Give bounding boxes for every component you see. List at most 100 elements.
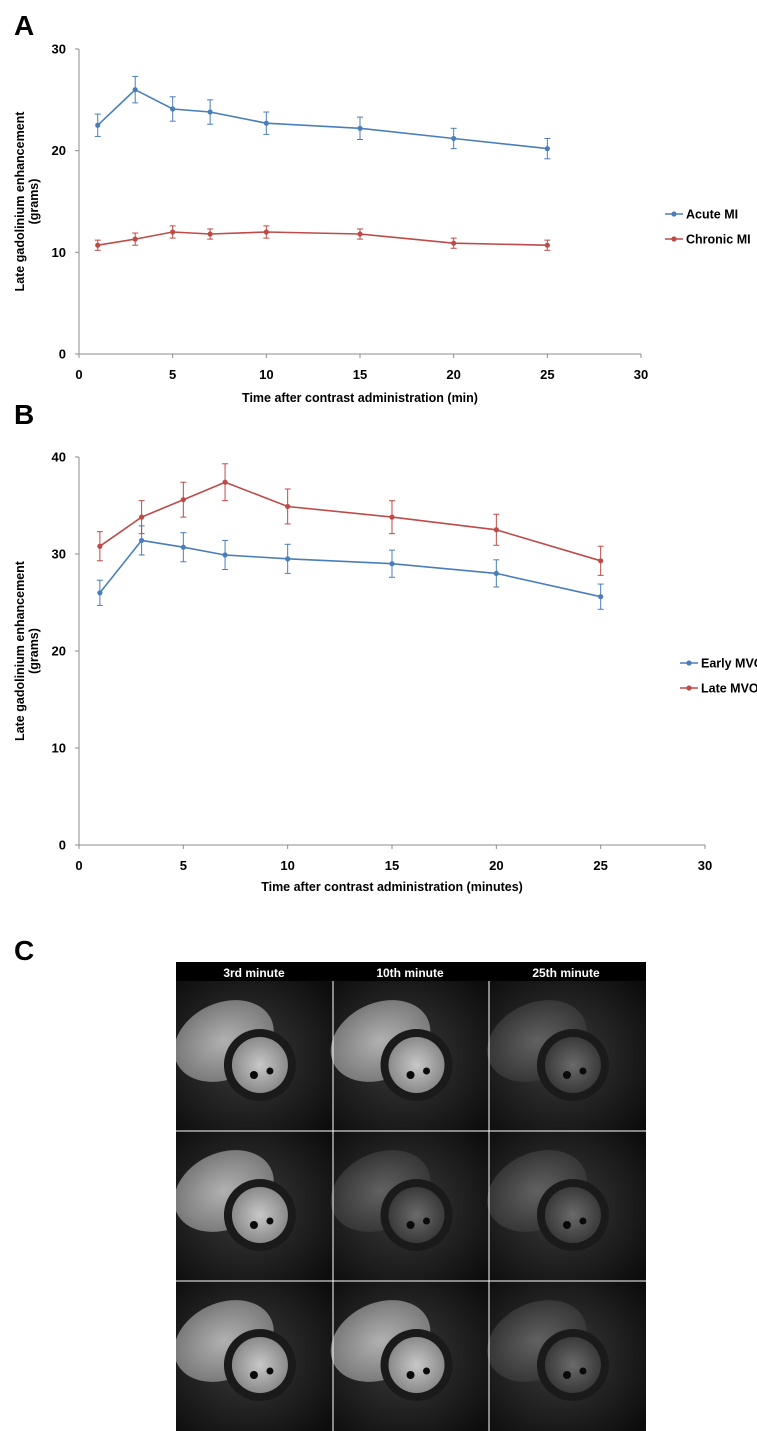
- data-point: [285, 503, 291, 510]
- papillary-muscle-shape: [406, 1221, 415, 1229]
- data-point: [493, 527, 499, 533]
- data-point: [598, 594, 604, 600]
- papillary-muscle-shape: [406, 1071, 415, 1079]
- y-axis-label-line-2: (grams): [27, 628, 41, 674]
- mri-image-cell: [330, 1281, 489, 1431]
- data-point: [285, 556, 291, 562]
- legend-swatch-marker: [671, 211, 677, 217]
- x-tick-label: 25: [593, 858, 607, 873]
- papillary-muscle-shape: [423, 1367, 431, 1375]
- data-point: [95, 122, 101, 128]
- legend-swatch-marker: [686, 660, 692, 666]
- legend-label: Early MVO: [701, 657, 757, 671]
- y-axis-label-line-1: Late gadolinium enhancement: [13, 560, 27, 741]
- y-tick-label: 20: [52, 143, 66, 158]
- data-point: [357, 125, 363, 131]
- series-line: [97, 231, 548, 246]
- y-axis-label-line-2: (grams): [27, 179, 41, 225]
- mri-image-cell: [330, 1131, 489, 1281]
- mri-header-25th-minute: 25th minute: [532, 966, 600, 980]
- series-early-mvo: [96, 525, 604, 610]
- data-point: [544, 146, 550, 152]
- y-tick-label: 0: [59, 347, 66, 362]
- y-tick-label: 10: [52, 741, 66, 756]
- mri-image-cell: [176, 981, 333, 1131]
- y-tick-label: 40: [52, 450, 66, 465]
- x-tick-label: 5: [180, 858, 187, 873]
- data-point: [207, 231, 213, 237]
- papillary-muscle-shape: [562, 1371, 571, 1379]
- papillary-muscle-shape: [266, 1067, 274, 1075]
- left-ventricle-cavity-shape: [544, 1187, 601, 1243]
- x-axis-label: Time after contrast administration (min): [242, 391, 478, 405]
- papillary-muscle-shape: [266, 1217, 274, 1225]
- left-ventricle-cavity-shape: [388, 1337, 445, 1393]
- y-tick-label: 30: [52, 547, 66, 562]
- papillary-muscle-shape: [562, 1071, 571, 1079]
- data-point: [222, 479, 228, 485]
- papillary-muscle-shape: [579, 1067, 587, 1075]
- series-line: [97, 88, 548, 150]
- series-line: [99, 539, 601, 598]
- papillary-muscle-shape: [579, 1217, 587, 1225]
- x-tick-label: 15: [385, 858, 399, 873]
- data-point: [263, 120, 269, 126]
- legend-swatch-marker: [686, 685, 692, 691]
- legend-swatch-marker: [671, 236, 677, 242]
- data-point: [263, 229, 269, 235]
- papillary-muscle-shape: [423, 1067, 431, 1075]
- data-point: [139, 537, 145, 544]
- series-acute-mi: [94, 75, 551, 160]
- chart-a: 0 10 20 30 0 5 10 15 20 25 30 Late gadolinium enhan…: [13, 42, 751, 406]
- mri-image-cell: [176, 1131, 333, 1281]
- series-late-mvo: [96, 463, 604, 576]
- data-point: [598, 558, 604, 564]
- data-point: [180, 497, 186, 503]
- papillary-muscle-shape: [249, 1221, 258, 1229]
- x-tick-label: 30: [634, 367, 648, 382]
- data-point: [170, 106, 176, 112]
- y-tick-label: 20: [52, 644, 66, 659]
- left-ventricle-cavity-shape: [231, 1187, 288, 1243]
- left-ventricle-cavity-shape: [231, 1337, 288, 1393]
- papillary-muscle-shape: [266, 1367, 274, 1375]
- data-point: [389, 561, 395, 567]
- y-axis-label-line-1: Late gadolinium enhancement: [13, 111, 27, 292]
- papillary-muscle-shape: [249, 1071, 258, 1079]
- papillary-muscle-shape: [249, 1371, 258, 1379]
- legend-label: Acute MI: [686, 208, 738, 222]
- left-ventricle-cavity-shape: [231, 1037, 288, 1093]
- x-tick-label: 10: [259, 367, 273, 382]
- data-point: [544, 242, 550, 248]
- legend-label: Chronic MI: [686, 233, 751, 247]
- x-tick-label: 5: [169, 367, 176, 382]
- panel-label-b: B: [14, 399, 34, 430]
- left-ventricle-cavity-shape: [544, 1037, 601, 1093]
- mri-header-3rd-minute: 3rd minute: [223, 966, 285, 980]
- mri-image-cell: [487, 981, 646, 1131]
- data-point: [222, 552, 228, 558]
- data-point: [451, 240, 457, 246]
- x-tick-label: 30: [698, 858, 712, 873]
- y-tick-label: 10: [52, 245, 66, 260]
- chart-b: 0 10 20 30 40 0 5 10 15 20 25 30 Late gadolinium enh…: [13, 450, 757, 895]
- data-point: [451, 135, 457, 142]
- data-point: [207, 109, 213, 115]
- data-point: [180, 544, 186, 550]
- x-tick-label: 20: [446, 367, 460, 382]
- data-point: [132, 236, 138, 242]
- mri-image-grid: 3rd minute 10th minute 25th minute: [176, 962, 646, 1431]
- left-ventricle-cavity-shape: [388, 1187, 445, 1243]
- papillary-muscle-shape: [579, 1367, 587, 1375]
- papillary-muscle-shape: [562, 1221, 571, 1229]
- y-axis-label: Late gadolinium enhancement(grams): [13, 111, 41, 292]
- data-point: [170, 229, 176, 235]
- y-tick-label: 0: [59, 838, 66, 853]
- data-point: [132, 87, 138, 93]
- x-tick-label: 10: [280, 858, 294, 873]
- x-tick-label: 20: [489, 858, 503, 873]
- panel-label-c: C: [14, 935, 34, 966]
- y-tick-label: 30: [52, 42, 66, 57]
- mri-image-cell: [176, 1281, 333, 1431]
